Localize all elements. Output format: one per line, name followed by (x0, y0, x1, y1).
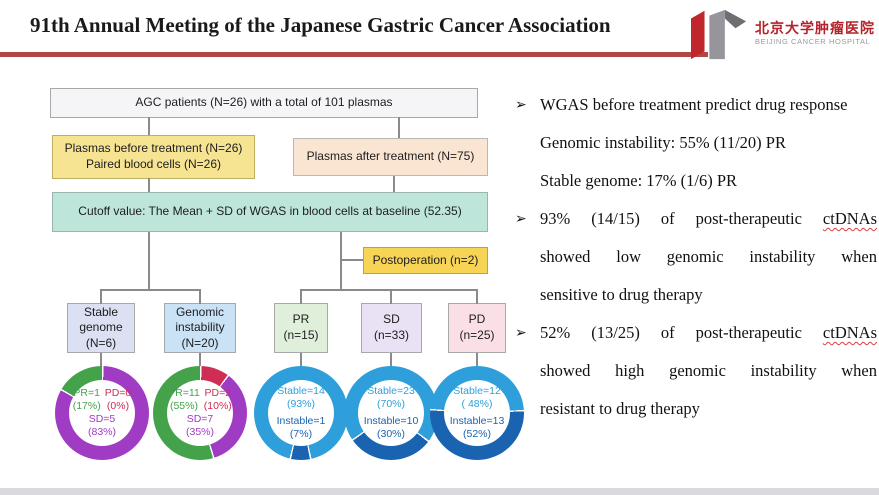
connector-line (340, 232, 342, 290)
donut-label-instable: Instable=13 (52%) (449, 414, 505, 440)
donut-label-pd: PD=2 (10%) (203, 386, 232, 412)
conclusions-panel: ➢ WGAS before treatment predict drug res… (515, 86, 877, 428)
hospital-logo-text: 北京大学肿瘤医院 BEIJING CANCER HOSPITAL (755, 20, 875, 47)
donut-label-row: PR=1 (17%) PD=0 (0%) (73, 387, 132, 413)
donut-hole: PR=1 (17%) PD=0 (0%) SD=5 (83%) (69, 380, 135, 446)
hospital-logo: 北京大学肿瘤医院 BEIJING CANCER HOSPITAL (691, 8, 875, 60)
bullet-line: WGAS before treatment predict drug respo… (540, 95, 848, 114)
bullet-line: Genomic instability: 55% (11/20) PR (540, 133, 786, 152)
bullet-text-underlined: ctDNAs (822, 209, 877, 228)
connector-line (390, 353, 392, 367)
flowchart-box-plasmas-after: Plasmas after treatment (N=75) (293, 138, 488, 176)
flowchart-box-postoperation: Postoperation (n=2) (363, 247, 488, 274)
donut-chart-sd: Stable=23 (70%) Instable=10 (30%) (344, 366, 438, 460)
donut-hole: Stable=23 (70%) Instable=10 (30%) (358, 380, 424, 446)
donut-chart-stable-genome: PR=1 (17%) PD=0 (0%) SD=5 (83%) (55, 366, 149, 460)
bullet-line: sensitive to drug therapy (540, 285, 703, 304)
donut-label-instable: Instable=1 (7%) (276, 414, 326, 440)
donut-label-instable: Instable=10 (30%) (363, 414, 419, 440)
donut-label-sd: SD=7 (35%) (185, 413, 214, 439)
footer-bar (0, 488, 879, 495)
connector-line (390, 289, 392, 304)
connector-line (148, 178, 150, 192)
donut-label-pd: PD=0 (0%) (104, 386, 132, 412)
connector-line (148, 117, 150, 135)
bullet-point-1: ➢ WGAS before treatment predict drug res… (515, 86, 877, 200)
flowchart-box-cutoff-value: Cutoff value: The Mean + SD of WGAS in b… (52, 192, 488, 232)
flowchart-box-agc-patients: AGC patients (N=26) with a total of 101 … (50, 88, 478, 118)
flowchart-box-stable-genome: Stable genome (N=6) (67, 303, 135, 353)
hospital-name-english: BEIJING CANCER HOSPITAL (755, 37, 871, 47)
connector-line (300, 289, 477, 291)
connector-line (300, 289, 302, 304)
bullet-line: Stable genome: 17% (1/6) PR (540, 171, 738, 190)
donut-label-stable: Stable=12 ( 48%) (453, 385, 501, 411)
flowchart-box-pr: PR (n=15) (274, 303, 328, 353)
bullet-arrow-icon: ➢ (515, 97, 527, 113)
connector-line (398, 117, 400, 138)
slide-title: 91th Annual Meeting of the Japanese Gast… (30, 13, 611, 37)
donut-hole: Stable=12 ( 48%) Instable=13 (52%) (444, 380, 510, 446)
bullet-arrow-icon: ➢ (515, 325, 527, 341)
connector-line (199, 289, 201, 304)
flowchart-box-genomic-instability: Genomic instability (N=20) (164, 303, 236, 353)
bullet-arrow-icon: ➢ (515, 211, 527, 227)
bullet-line: 93% (14/15) of post-therapeutic ctDNAs (540, 200, 877, 238)
bullet-line: showed low genomic instability when (540, 247, 877, 266)
flowchart-box-sd: SD (n=33) (361, 303, 422, 353)
bullet-point-3: ➢ 52% (13/25) of post-therapeutic ctDNAs… (515, 314, 877, 428)
donut-label-stable: Stable=23 (70%) (367, 385, 415, 411)
flowchart-box-pd: PD (n=25) (448, 303, 506, 353)
donut-hole: Stable=14 (93%) Instable=1 (7%) (268, 380, 334, 446)
connector-line (100, 289, 200, 291)
bullet-text-underlined: ctDNAs (822, 323, 877, 342)
bullet-line: 52% (13/25) of post-therapeutic ctDNAs (540, 314, 877, 352)
connector-line (148, 232, 150, 290)
donut-label-row: PR=11 (55%) PD=2 (10%) (168, 387, 232, 413)
connector-line (100, 289, 102, 304)
donut-hole: PR=11 (55%) PD=2 (10%) SD=7 (35%) (167, 380, 233, 446)
connector-line (100, 353, 102, 367)
donut-label-pr: PR=1 (17%) (72, 386, 101, 412)
donut-label-stable: Stable=14 (93%) (277, 385, 325, 411)
connector-line (393, 176, 395, 192)
bullet-line: resistant to drug therapy (540, 399, 700, 418)
connector-line (300, 353, 302, 367)
hospital-logo-icon (691, 9, 747, 60)
connector-line (476, 353, 478, 367)
bullet-text: 93% (14/15) of post-therapeutic (540, 209, 823, 228)
bullet-text: 52% (13/25) of post-therapeutic (540, 323, 823, 342)
donut-chart-genomic-instability: PR=11 (55%) PD=2 (10%) SD=7 (35%) (153, 366, 247, 460)
bullet-line: showed high genomic instability when (540, 361, 877, 380)
connector-line (199, 353, 201, 367)
hospital-name-chinese: 北京大学肿瘤医院 (755, 20, 875, 37)
donut-chart-pd: Stable=12 ( 48%) Instable=13 (52%) (430, 366, 524, 460)
flowchart-box-plasmas-before: Plasmas before treatment (N=26) Paired b… (52, 135, 255, 179)
donut-label-sd: SD=5 (83%) (87, 413, 116, 439)
bullet-point-2: ➢ 93% (14/15) of post-therapeutic ctDNAs… (515, 200, 877, 314)
donut-label-pr: PR=11 (55%) (168, 386, 200, 412)
connector-line (476, 289, 478, 304)
header-divider (0, 52, 708, 57)
donut-chart-pr: Stable=14 (93%) Instable=1 (7%) (254, 366, 348, 460)
connector-line (341, 259, 363, 261)
